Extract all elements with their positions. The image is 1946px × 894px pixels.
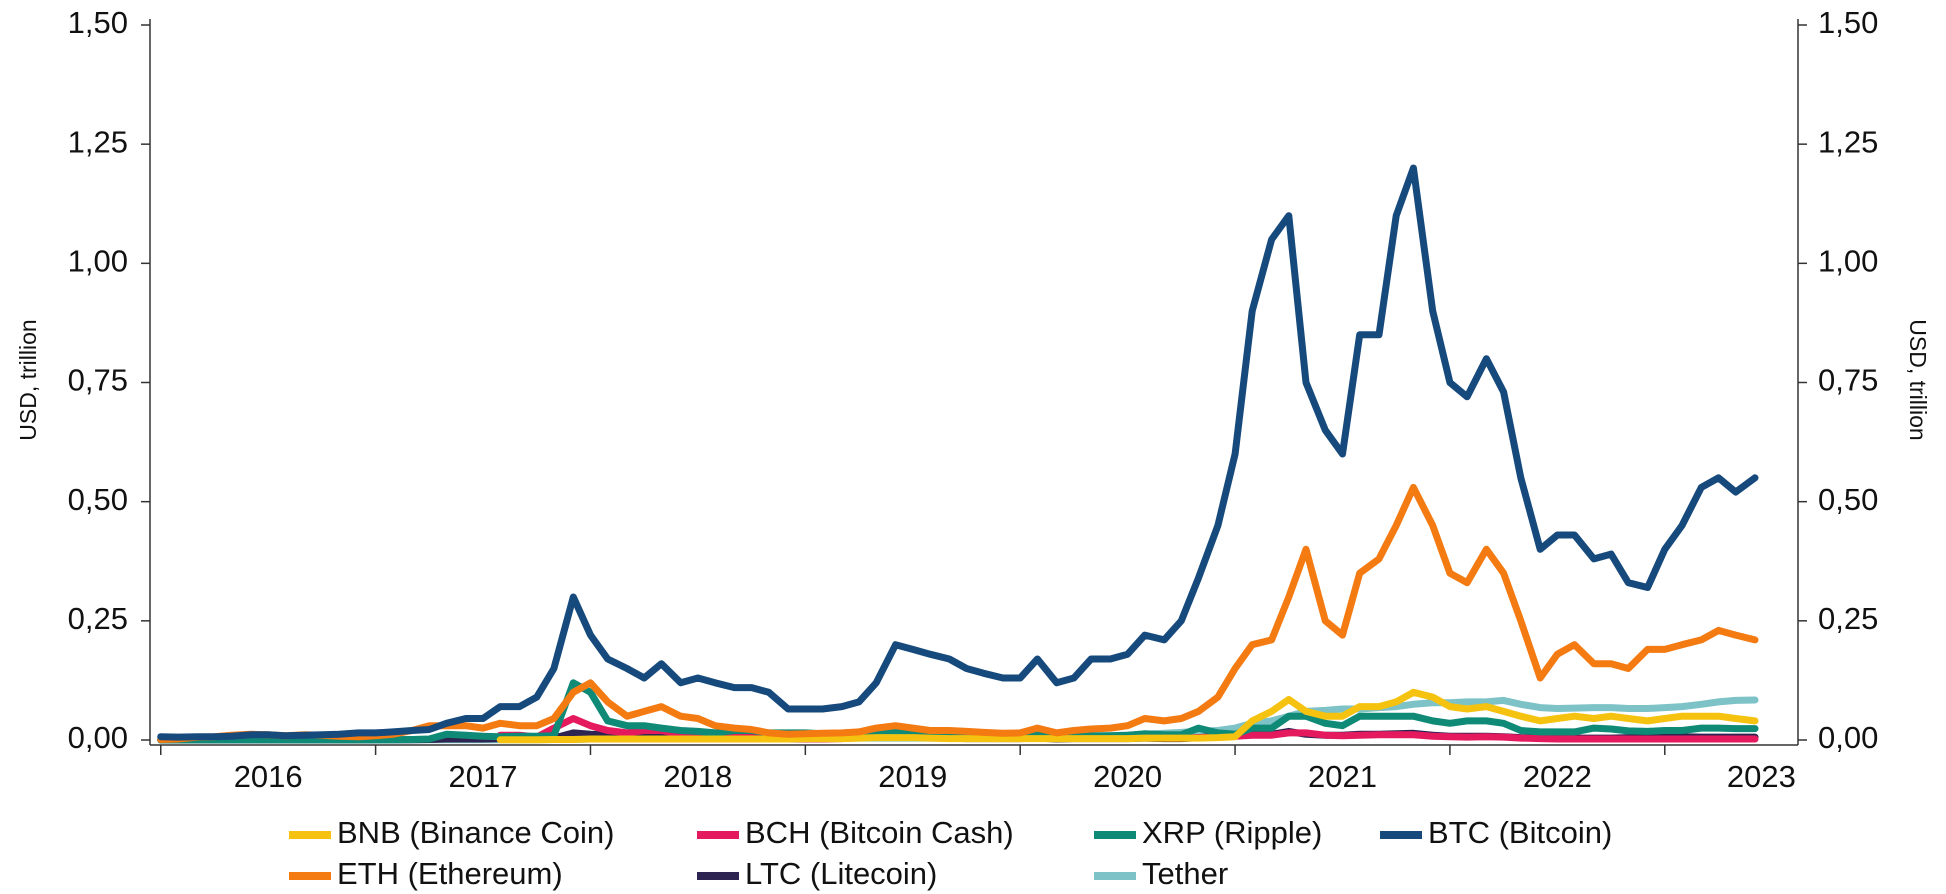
y2-tick-label: 0,25 <box>1818 601 1878 636</box>
y2-tick-label: 1,50 <box>1818 5 1878 40</box>
x-tick-label: 2022 <box>1523 759 1592 794</box>
y-tick-label: 1,00 <box>68 244 128 279</box>
y-tick-label: 0,25 <box>68 601 128 636</box>
y2-tick-label: 1,25 <box>1818 124 1878 159</box>
series-line <box>157 164 1759 741</box>
legend-label: XRP (Ripple) <box>1142 815 1322 850</box>
legend-label: Tether <box>1142 856 1228 891</box>
y2-tick-label: 1,00 <box>1818 244 1878 279</box>
series-line <box>157 679 1759 744</box>
x-tick-label: 2018 <box>663 759 732 794</box>
x-tick-label: 2016 <box>234 759 303 794</box>
x-tick-label: 2017 <box>449 759 518 794</box>
y-tick-label: 0,00 <box>68 720 128 755</box>
legend-label: BTC (Bitcoin) <box>1428 815 1612 850</box>
y2-tick-label: 0,50 <box>1818 482 1878 517</box>
y-tick-label: 0,75 <box>68 363 128 398</box>
y-axis-title: USD, trillion <box>15 319 41 440</box>
y-tick-label: 1,25 <box>68 124 128 159</box>
legend-label: BNB (Binance Coin) <box>337 815 614 850</box>
legend-label: ETH (Ethereum) <box>337 856 563 891</box>
series-line <box>496 688 1759 744</box>
x-tick-label: 2019 <box>878 759 947 794</box>
x-tick-label: 2021 <box>1308 759 1377 794</box>
y2-tick-label: 0,00 <box>1818 720 1878 755</box>
y2-tick-label: 0,75 <box>1818 363 1878 398</box>
x-tick-label: 2020 <box>1093 759 1162 794</box>
y2-axis-title: USD, trillion <box>1905 319 1931 440</box>
legend-label: LTC (Litecoin) <box>745 856 937 891</box>
y-tick-label: 0,50 <box>68 482 128 517</box>
x-tick-label: 2023 <box>1727 759 1796 794</box>
legend-label: BCH (Bitcoin Cash) <box>745 815 1014 850</box>
y-tick-label: 1,50 <box>68 5 128 40</box>
